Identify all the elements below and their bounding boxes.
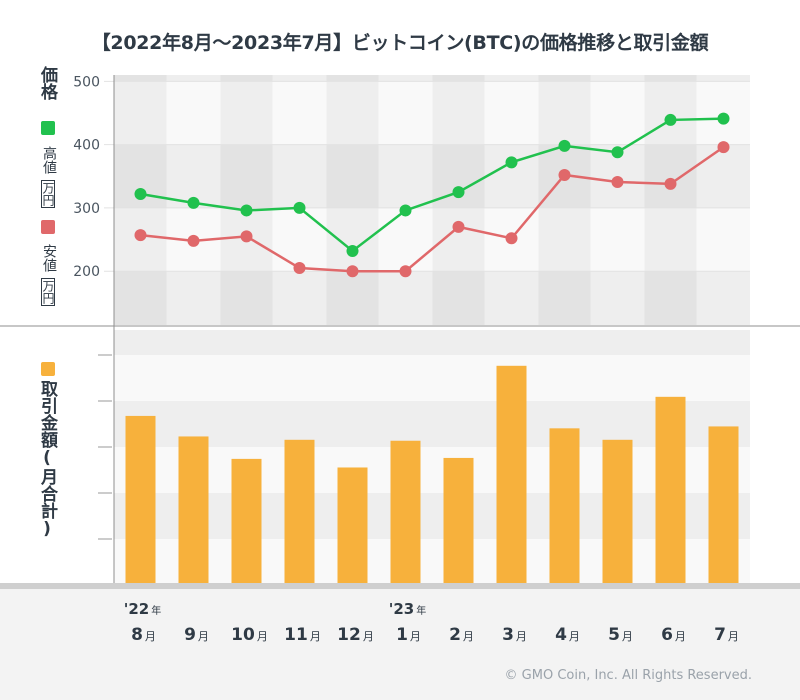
high-point: [187, 196, 200, 209]
volume-band: [114, 539, 750, 583]
price-tick-label: 500: [73, 74, 100, 90]
price-tick-label: 300: [73, 201, 100, 217]
volume-band: [114, 493, 750, 539]
price-band: [114, 144, 750, 208]
volume-bar: [284, 439, 315, 583]
volume-legend-swatch: [41, 362, 55, 376]
volume-bar: [443, 457, 474, 583]
high-legend-swatch: [41, 121, 55, 135]
price-column-band: [220, 75, 273, 325]
high-point: [346, 244, 359, 257]
price-column-band: [538, 75, 591, 325]
low-legend-unit: 万円: [41, 278, 55, 306]
low-point: [664, 177, 677, 190]
volume-bar: [178, 436, 209, 583]
low-point: [399, 265, 412, 278]
volume-band: [114, 355, 750, 401]
low-point: [611, 175, 624, 188]
high-point: [452, 186, 465, 199]
low-point: [240, 230, 253, 243]
high-point: [134, 187, 147, 200]
high-point: [611, 146, 624, 159]
low-point: [187, 234, 200, 247]
high-point: [505, 156, 518, 169]
volume-bar: [655, 396, 686, 583]
low-legend-label: 安値: [41, 244, 57, 272]
low-point: [717, 141, 730, 154]
chart-title: 【2022年8月〜2023年7月】ビットコイン(BTC)の価格推移と取引金額: [91, 32, 709, 54]
volume-bar: [390, 440, 421, 583]
high-point: [664, 113, 677, 126]
volume-bar: [231, 458, 262, 583]
volume-axis-title: 取引金額(月合計): [37, 380, 57, 539]
price-band: [114, 271, 750, 325]
high-legend-unit: 万円: [41, 180, 55, 208]
volume-bar: [496, 365, 527, 583]
x-tick-label: 12 月: [337, 625, 374, 645]
volume-bar: [125, 415, 156, 583]
high-legend-label: 高値: [41, 146, 57, 174]
price-column-band: [432, 75, 485, 325]
year-marker: '23 年: [389, 600, 426, 618]
x-tick-label: 11 月: [284, 625, 321, 645]
volume-bar: [602, 439, 633, 583]
price-column-band: [326, 75, 379, 325]
year-marker: '22 年: [124, 600, 161, 618]
volume-band: [114, 447, 750, 493]
high-point: [399, 204, 412, 217]
low-point: [558, 169, 571, 181]
price-axis-title: 価格: [37, 66, 57, 100]
volume-bar: [337, 467, 368, 583]
high-point: [717, 112, 730, 125]
low-point: [134, 229, 147, 242]
price-tick-label: 400: [73, 138, 100, 154]
low-point: [505, 232, 518, 245]
price-band: [114, 75, 750, 82]
volume-band: [114, 330, 750, 355]
volume-bar: [549, 428, 580, 583]
price-column-band: [644, 75, 697, 325]
low-point: [293, 262, 306, 275]
price-tick-label: 200: [73, 264, 100, 280]
low-point: [346, 265, 359, 278]
floor-shadow: [0, 583, 800, 589]
high-series-line: [140, 117, 724, 253]
volume-band: [114, 401, 750, 447]
label-strip: [0, 589, 800, 700]
high-point: [240, 204, 253, 217]
price-column-band: [114, 75, 167, 325]
volume-bar: [708, 426, 739, 583]
high-point: [558, 139, 571, 152]
low-legend-swatch: [41, 220, 55, 234]
low-series-line: [140, 146, 725, 273]
low-point: [452, 220, 465, 233]
copyright-notice: © GMO Coin, Inc. All Rights Reserved.: [504, 668, 752, 683]
price-band: [114, 81, 750, 145]
high-point: [293, 201, 306, 214]
x-tick-label: 10 月: [231, 625, 268, 645]
